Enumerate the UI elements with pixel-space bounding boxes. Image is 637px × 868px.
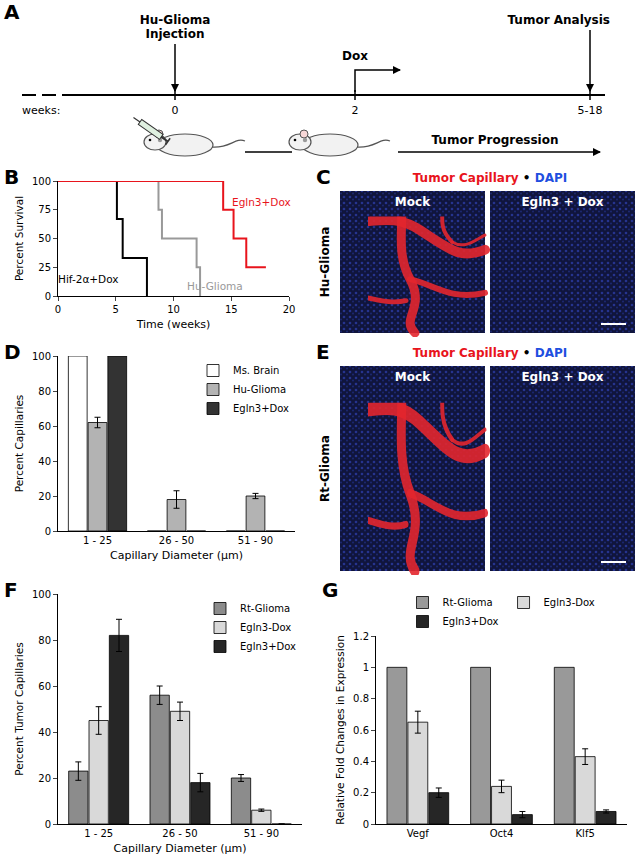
svg-text:51 - 90: 51 - 90 <box>244 828 279 839</box>
svg-text:100: 100 <box>32 589 51 600</box>
svg-text:Injection: Injection <box>145 27 204 41</box>
svg-text:Egln3+Dox: Egln3+Dox <box>232 196 291 208</box>
svg-text:Hu-Glioma: Hu-Glioma <box>187 280 243 292</box>
svg-text:Capillary Diameter (µm): Capillary Diameter (µm) <box>114 842 247 855</box>
svg-text:40: 40 <box>38 727 51 738</box>
svg-text:Hu-Glioma: Hu-Glioma <box>140 13 211 27</box>
svg-text:15: 15 <box>225 304 238 315</box>
svg-text:Time (weeks): Time (weeks) <box>136 318 211 331</box>
svg-text:Rt-Glioma: Rt-Glioma <box>240 603 290 614</box>
svg-text:Tumor Capillary • DAPI: Tumor Capillary • DAPI <box>413 346 567 360</box>
svg-text:26 - 50: 26 - 50 <box>162 828 197 839</box>
svg-text:Vegf: Vegf <box>407 828 430 839</box>
svg-text:0: 0 <box>45 291 51 302</box>
svg-text:0.2: 0.2 <box>353 787 369 798</box>
svg-text:Tumor Analysis: Tumor Analysis <box>507 13 610 27</box>
svg-text:Egln3 + Dox: Egln3 + Dox <box>521 370 603 384</box>
svg-text:0.4: 0.4 <box>353 756 369 767</box>
svg-text:51 - 90: 51 - 90 <box>238 535 273 546</box>
svg-text:Tumor Capillary • DAPI: Tumor Capillary • DAPI <box>413 171 567 185</box>
svg-text:weeks:: weeks: <box>22 104 60 117</box>
svg-text:Mock: Mock <box>395 370 431 384</box>
svg-text:2: 2 <box>352 104 359 117</box>
svg-text:10: 10 <box>167 304 180 315</box>
svg-text:20: 20 <box>283 304 296 315</box>
svg-text:Mock: Mock <box>395 195 431 209</box>
svg-text:100: 100 <box>32 176 51 187</box>
svg-text:0: 0 <box>172 104 179 117</box>
html-text:F: F <box>4 578 18 602</box>
svg-text:50: 50 <box>38 233 51 244</box>
svg-text:Egln3-Dox: Egln3-Dox <box>240 622 291 633</box>
html-text:B: B <box>4 165 20 189</box>
svg-text:0: 0 <box>45 819 51 830</box>
svg-text:Hu-Glioma: Hu-Glioma <box>233 384 286 395</box>
html-text:A: A <box>4 0 20 24</box>
svg-text:Tumor Progression: Tumor Progression <box>431 133 558 147</box>
svg-text:0.6: 0.6 <box>353 725 369 736</box>
svg-text:20: 20 <box>38 773 51 784</box>
svg-text:Klf5: Klf5 <box>576 828 595 839</box>
svg-text:25: 25 <box>38 262 51 273</box>
svg-text:100: 100 <box>32 351 51 362</box>
svg-text:0: 0 <box>45 526 51 537</box>
svg-text:Dox: Dox <box>342 49 368 63</box>
svg-text:0.8: 0.8 <box>353 693 369 704</box>
svg-text:Egln3+Dox: Egln3+Dox <box>443 616 499 627</box>
svg-text:Oct4: Oct4 <box>490 828 514 839</box>
svg-text:Capillary Diameter (µm): Capillary Diameter (µm) <box>110 549 243 562</box>
html-text:E: E <box>316 340 330 364</box>
svg-text:5: 5 <box>113 304 119 315</box>
svg-text:Percent Capillaries: Percent Capillaries <box>13 395 25 493</box>
svg-text:Hif-2α+Dox: Hif-2α+Dox <box>58 273 119 285</box>
html-text:C: C <box>316 165 331 189</box>
svg-text:Egln3-Dox: Egln3-Dox <box>544 597 595 608</box>
svg-text:60: 60 <box>38 681 51 692</box>
svg-text:1.2: 1.2 <box>353 631 369 642</box>
svg-text:Rt-Glioma: Rt-Glioma <box>443 597 493 608</box>
svg-text:0: 0 <box>55 304 61 315</box>
svg-text:Hu-Glioma: Hu-Glioma <box>318 227 332 298</box>
html-text:D: D <box>4 340 21 364</box>
svg-text:Rt-Glioma: Rt-Glioma <box>318 435 332 502</box>
svg-text:Egln3 + Dox: Egln3 + Dox <box>521 195 603 209</box>
svg-text:75: 75 <box>38 204 51 215</box>
svg-text:1 - 25: 1 - 25 <box>84 828 113 839</box>
svg-text:Relative Fold Changes in Expre: Relative Fold Changes in Expression <box>334 635 346 825</box>
svg-text:60: 60 <box>38 421 51 432</box>
svg-text:0: 0 <box>363 819 369 830</box>
html-text:G: G <box>322 578 339 602</box>
svg-text:80: 80 <box>38 386 51 397</box>
svg-text:Percent Survival: Percent Survival <box>13 196 25 281</box>
svg-text:80: 80 <box>38 635 51 646</box>
svg-text:26 - 50: 26 - 50 <box>159 535 194 546</box>
svg-text:40: 40 <box>38 456 51 467</box>
svg-text:1 - 25: 1 - 25 <box>83 535 112 546</box>
svg-text:1: 1 <box>363 662 369 673</box>
svg-text:Egln3+Dox: Egln3+Dox <box>240 641 296 652</box>
svg-text:Percent Tumor Capillaries: Percent Tumor Capillaries <box>13 642 25 775</box>
svg-text:5-18: 5-18 <box>578 104 603 117</box>
svg-text:Ms. Brain: Ms. Brain <box>233 365 279 376</box>
svg-text:Egln3+Dox: Egln3+Dox <box>233 403 289 414</box>
svg-text:20: 20 <box>38 491 51 502</box>
